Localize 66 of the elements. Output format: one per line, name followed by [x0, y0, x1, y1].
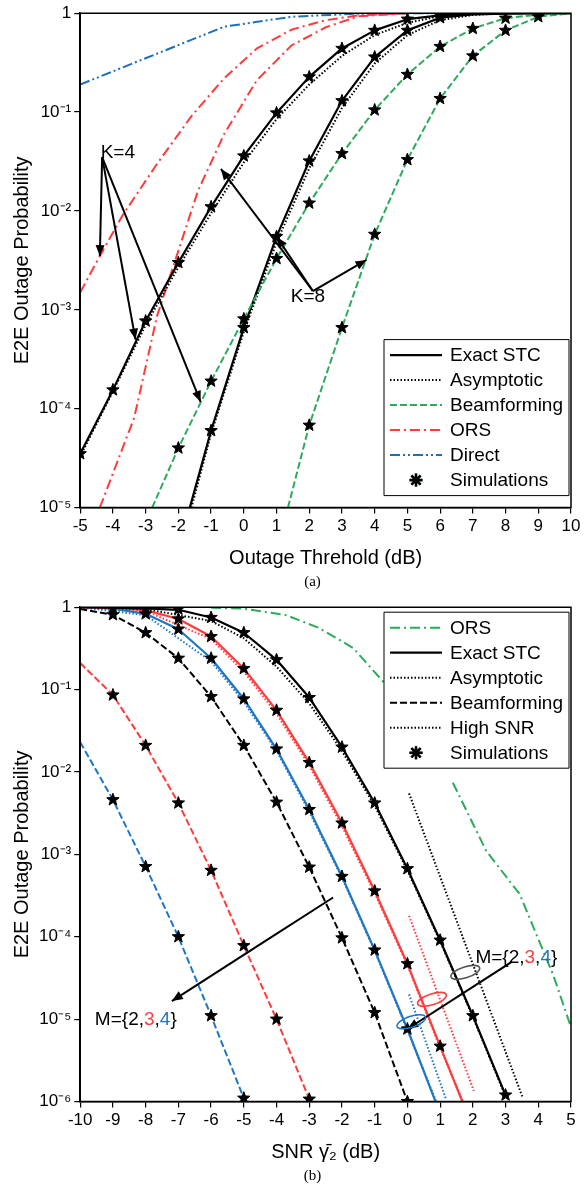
y-tick-label: 10⁻³: [40, 844, 72, 864]
legend-label: Beamforming: [450, 394, 564, 416]
legend-label: Direct: [450, 444, 501, 466]
y-tick-label: 10⁻²: [40, 200, 72, 220]
x-tick-label: 9: [533, 516, 544, 536]
x-tick-label: -5: [72, 516, 88, 536]
y-tick-label: 1: [61, 2, 72, 22]
y-tick-label: 10⁻¹: [40, 101, 72, 121]
y-tick-label: 1: [61, 596, 72, 616]
annotation: K=4: [100, 141, 136, 163]
x-tick-label: -4: [268, 1110, 285, 1130]
x-tick-label: 3: [500, 1110, 511, 1130]
y-axis-title: E2E Outage Probability: [9, 156, 32, 365]
x-tick-label: 4: [533, 1110, 544, 1130]
legend-label: Exact STC: [450, 641, 541, 663]
y-tick-label: 10⁻⁵: [39, 1008, 72, 1028]
x-tick-label: -5: [236, 1110, 252, 1130]
y-tick-label: 10⁻²: [40, 761, 72, 781]
legend-label: Exact STC: [450, 344, 541, 366]
x-tick-label: 10: [561, 516, 581, 536]
y-tick-label: 10⁻⁴: [39, 398, 72, 418]
x-tick-label: 5: [402, 516, 413, 536]
legend-label: Asymptotic: [450, 369, 543, 391]
x-tick-label: -8: [138, 1110, 154, 1130]
x-tick-label: 1: [435, 1110, 445, 1130]
x-axis-title: SNR γ̄₂ (dB): [271, 1139, 381, 1162]
x-tick-label: -2: [170, 516, 186, 536]
legend-label: ORS: [450, 419, 492, 441]
annotation: K=8: [290, 285, 326, 307]
x-tick-label: 4: [369, 516, 380, 536]
legend-label: High SNR: [450, 716, 535, 738]
y-tick-label: 10⁻³: [40, 299, 72, 319]
x-tick-label: -4: [105, 516, 121, 536]
x-tick-label: -9: [105, 1110, 121, 1130]
legend-label: Asymptotic: [450, 666, 543, 688]
x-tick-label: 5: [566, 1110, 576, 1130]
y-axis-title: E2E Outage Probability: [9, 750, 32, 959]
legend-label: Simulations: [450, 469, 549, 491]
y-tick-label: 10⁻⁶: [39, 1091, 72, 1111]
text: (a): [303, 572, 322, 591]
x-tick-label: 0: [239, 516, 249, 536]
x-tick-label: 6: [435, 516, 445, 536]
x-tick-label: -1: [203, 516, 219, 536]
x-tick-label: 0: [402, 1110, 413, 1130]
x-tick-label: 8: [500, 516, 511, 536]
legend-label: Beamforming: [450, 691, 564, 713]
x-tick-label: 3: [337, 516, 347, 536]
y-tick-label: 10⁻⁴: [39, 926, 72, 946]
x-tick-label: 7: [468, 516, 478, 536]
x-tick-label: -3: [138, 516, 154, 536]
legend-label: ORS: [450, 616, 492, 638]
x-tick-label: 2: [468, 1110, 478, 1130]
text: (b): [302, 1166, 323, 1185]
x-tick-label: -1: [367, 1110, 383, 1130]
x-tick-label: -2: [334, 1110, 350, 1130]
x-tick-label: -10: [67, 1110, 93, 1130]
annotation: M={2,3,4}: [94, 1008, 177, 1030]
y-tick-label: 10⁻⁵: [39, 497, 72, 517]
x-tick-label: 1: [271, 516, 282, 536]
x-tick-label: -3: [301, 1110, 317, 1130]
x-tick-label: -6: [203, 1110, 219, 1130]
y-tick-label: 10⁻¹: [40, 679, 72, 699]
x-axis-title: Outage Threhold (dB): [229, 545, 423, 568]
x-tick-label: -7: [170, 1110, 186, 1130]
x-tick-label: 2: [304, 516, 314, 536]
legend-label: Simulations: [450, 741, 549, 763]
